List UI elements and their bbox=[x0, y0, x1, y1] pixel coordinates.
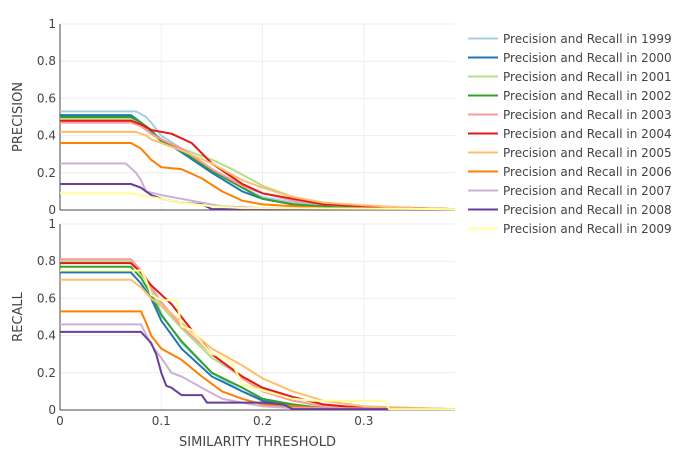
legend-label: Precision and Recall in 2004 bbox=[503, 127, 672, 141]
recall-ylabel: RECALL bbox=[11, 291, 26, 341]
precision-line-2004 bbox=[60, 119, 456, 211]
precision-line-2005 bbox=[60, 130, 456, 211]
legend-label: Precision and Recall in 2009 bbox=[503, 222, 672, 236]
precision-ytick-label: 0 bbox=[48, 203, 56, 217]
legend-item[interactable]: Precision and Recall in 2002 bbox=[468, 89, 672, 103]
legend-label: Precision and Recall in 2001 bbox=[503, 70, 672, 84]
legend-label: Precision and Recall in 1999 bbox=[503, 32, 672, 46]
precision-ytick-label: 0.6 bbox=[37, 91, 56, 105]
legend-item[interactable]: Precision and Recall in 2009 bbox=[468, 222, 672, 236]
series-lines bbox=[60, 110, 456, 411]
xlabel: SIMILARITY THRESHOLD bbox=[179, 435, 336, 450]
recall-line-2008 bbox=[60, 330, 455, 411]
axes: 0 0.2 0.4 0.6 0.8 1 PRECISION 0 0.2 0.4 0.6 0.8 1 REC… bbox=[11, 17, 455, 450]
recall-ytick-label: 0.6 bbox=[37, 291, 56, 305]
recall-line-2003 bbox=[60, 258, 456, 411]
recall-ytick-label: 1 bbox=[48, 217, 56, 231]
legend-label: Precision and Recall in 2003 bbox=[503, 108, 672, 122]
precision-ytick-label: 1 bbox=[48, 17, 56, 31]
legend-label: Precision and Recall in 2007 bbox=[503, 184, 672, 198]
precision-line-2002 bbox=[60, 116, 456, 211]
precision-line-1999 bbox=[60, 110, 456, 211]
xtick-label: 0.1 bbox=[152, 414, 171, 428]
legend-item[interactable]: Precision and Recall in 1999 bbox=[468, 32, 672, 46]
legend-label: Precision and Recall in 2008 bbox=[503, 203, 672, 217]
xtick-label: 0.2 bbox=[253, 414, 272, 428]
precision-ytick-label: 0.8 bbox=[37, 54, 56, 68]
recall-ytick-label: 0.4 bbox=[37, 329, 56, 343]
legend-item[interactable]: Precision and Recall in 2005 bbox=[468, 146, 672, 160]
legend-label: Precision and Recall in 2000 bbox=[503, 51, 672, 65]
xtick-label: 0 bbox=[56, 414, 64, 428]
recall-line-2009 bbox=[60, 269, 455, 411]
gridlines bbox=[60, 23, 455, 410]
legend-item[interactable]: Precision and Recall in 2003 bbox=[468, 108, 672, 122]
recall-ytick-label: 0 bbox=[48, 403, 56, 417]
legend-item[interactable]: Precision and Recall in 2004 bbox=[468, 127, 672, 141]
legend[interactable]: Precision and Recall in 1999 Precision an… bbox=[468, 32, 672, 236]
recall-ytick-label: 0.2 bbox=[37, 366, 56, 380]
legend-label: Precision and Recall in 2006 bbox=[503, 165, 672, 179]
recall-ytick-label: 0.8 bbox=[37, 254, 56, 268]
recall-line-2006 bbox=[60, 310, 456, 411]
xtick-label: 0.3 bbox=[354, 414, 373, 428]
recall-line-2002 bbox=[60, 265, 456, 411]
legend-label: Precision and Recall in 2005 bbox=[503, 146, 672, 160]
precision-line-2009 bbox=[60, 192, 456, 211]
precision-ylabel: PRECISION bbox=[11, 82, 26, 152]
legend-item[interactable]: Precision and Recall in 2007 bbox=[468, 184, 672, 198]
precision-ytick-label: 0.2 bbox=[37, 166, 56, 180]
legend-item[interactable]: Precision and Recall in 2006 bbox=[468, 165, 672, 179]
legend-item[interactable]: Precision and Recall in 2001 bbox=[468, 70, 672, 84]
legend-label: Precision and Recall in 2002 bbox=[503, 89, 672, 103]
legend-item[interactable]: Precision and Recall in 2000 bbox=[468, 51, 672, 65]
precision-ytick-label: 0.4 bbox=[37, 129, 56, 143]
precision-line-2006 bbox=[60, 142, 456, 211]
legend-item[interactable]: Precision and Recall in 2008 bbox=[468, 203, 672, 217]
